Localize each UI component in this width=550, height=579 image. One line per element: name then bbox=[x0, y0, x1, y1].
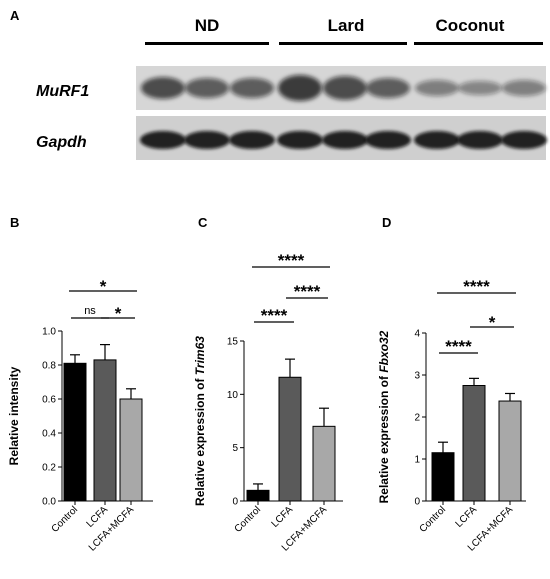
gapdh-band-2 bbox=[184, 131, 230, 149]
y-tick-label-d: 2 bbox=[414, 413, 420, 424]
group-bar-coconut bbox=[414, 42, 543, 45]
bar-b-lcfa bbox=[93, 359, 117, 502]
bands-murf1 bbox=[141, 75, 546, 101]
y-axis-label-d: Relative expression of Fbxo32 bbox=[377, 330, 391, 503]
panel-letter-c: C bbox=[198, 215, 208, 230]
murf1-band-6 bbox=[366, 78, 410, 98]
y-tick-label-b: 0.0 bbox=[42, 497, 56, 508]
chart-trim63: C 0 5 10 15 Relative expression of Trim63 Cont… bbox=[193, 215, 343, 554]
bar-c-control bbox=[246, 489, 270, 502]
y-tick-label-b: 0.4 bbox=[42, 429, 56, 440]
gapdh-band-9 bbox=[501, 131, 547, 149]
group-bar-lard bbox=[279, 42, 407, 45]
y-tick-label-c: 10 bbox=[227, 390, 239, 401]
y-tick-label-b: 0.8 bbox=[42, 361, 56, 372]
y-tick-label-b: 0.6 bbox=[42, 395, 56, 406]
y-tick-label-d: 0 bbox=[414, 497, 420, 508]
y-tick-label-d: 4 bbox=[414, 329, 420, 340]
group-label-lard: Lard bbox=[328, 16, 365, 35]
bands-gapdh bbox=[140, 131, 547, 149]
significance-label-b: * bbox=[100, 277, 107, 296]
y-axis-label-gene-c: Trim63 bbox=[193, 336, 207, 375]
bar-c-lcfa bbox=[278, 376, 302, 502]
x-category-label-b: Control bbox=[50, 504, 81, 535]
bar-d-lcfa bbox=[462, 385, 486, 502]
y-tick-label-d: 1 bbox=[414, 455, 420, 466]
y-axis-label-text-c: Relative expression of bbox=[193, 375, 207, 506]
gapdh-band-1 bbox=[140, 131, 186, 149]
x-category-label-d: LCFA bbox=[454, 504, 480, 530]
significance-label-c: **** bbox=[261, 306, 288, 325]
gapdh-band-5 bbox=[322, 131, 368, 149]
murf1-band-3 bbox=[230, 78, 274, 98]
y-tick-label-b: 0.2 bbox=[42, 463, 56, 474]
significance-label-b: ns bbox=[84, 305, 96, 317]
murf1-band-5 bbox=[323, 76, 367, 100]
group-label-coconut: Coconut bbox=[436, 16, 505, 35]
y-axis-label-gene-d: Fbxo32 bbox=[377, 330, 391, 372]
panel-letter-d: D bbox=[382, 215, 391, 230]
significance-label-c: **** bbox=[278, 251, 305, 270]
murf1-band-8 bbox=[458, 81, 502, 95]
significance-label-d: * bbox=[489, 313, 496, 332]
panel-letter-b: B bbox=[10, 215, 19, 230]
bar-c-lcfa-mcfa bbox=[312, 425, 336, 502]
bar-d-lcfa-mcfa bbox=[498, 400, 522, 502]
group-label-nd: ND bbox=[195, 16, 220, 35]
row-label-gapdh: Gapdh bbox=[36, 134, 87, 151]
gapdh-band-4 bbox=[277, 131, 323, 149]
y-tick-label-b: 1.0 bbox=[42, 327, 56, 338]
x-category-label-c: Control bbox=[233, 504, 264, 535]
murf1-band-1 bbox=[141, 77, 185, 99]
murf1-band-7 bbox=[415, 80, 459, 96]
significance-label-d: **** bbox=[445, 337, 472, 356]
murf1-band-9 bbox=[502, 80, 546, 96]
y-axis-label-c: Relative expression of Trim63 bbox=[193, 336, 207, 506]
chart-fbxo32: D 0 1 2 3 4 Relative expression of Fbxo32 Contr… bbox=[377, 215, 526, 554]
panel-letter-a: A bbox=[10, 8, 20, 23]
bar-b-control bbox=[63, 362, 87, 502]
y-tick-label-c: 5 bbox=[232, 443, 238, 454]
x-category-label-c: LCFA bbox=[270, 504, 296, 530]
y-tick-label-d: 3 bbox=[414, 371, 420, 382]
y-tick-label-c: 0 bbox=[232, 497, 238, 508]
significance-label-c: **** bbox=[294, 282, 321, 301]
murf1-band-4 bbox=[278, 75, 322, 101]
y-tick-label-c: 15 bbox=[227, 337, 239, 348]
gapdh-band-6 bbox=[365, 131, 411, 149]
significance-label-d: **** bbox=[463, 277, 490, 296]
blot-panel: A ND Lard Coconut MuRF1 Gapdh bbox=[10, 8, 547, 160]
bar-b-lcfa-mcfa bbox=[119, 398, 143, 502]
gapdh-band-3 bbox=[229, 131, 275, 149]
murf1-band-2 bbox=[185, 78, 229, 98]
significance-label-b: * bbox=[115, 304, 122, 323]
y-axis-label-text-d: Relative expression of bbox=[377, 373, 391, 504]
chart-relative-intensity: B 0.0 0.2 0.4 0.6 0.8 1.0 Relative intensity Con… bbox=[7, 215, 153, 554]
y-axis-label-b: Relative intensity bbox=[7, 366, 21, 465]
gapdh-band-7 bbox=[414, 131, 460, 149]
row-label-murf1: MuRF1 bbox=[36, 83, 89, 100]
bar-d-control bbox=[431, 452, 455, 502]
x-category-label-d: Control bbox=[418, 504, 449, 535]
gapdh-band-8 bbox=[457, 131, 503, 149]
group-bar-nd bbox=[145, 42, 269, 45]
